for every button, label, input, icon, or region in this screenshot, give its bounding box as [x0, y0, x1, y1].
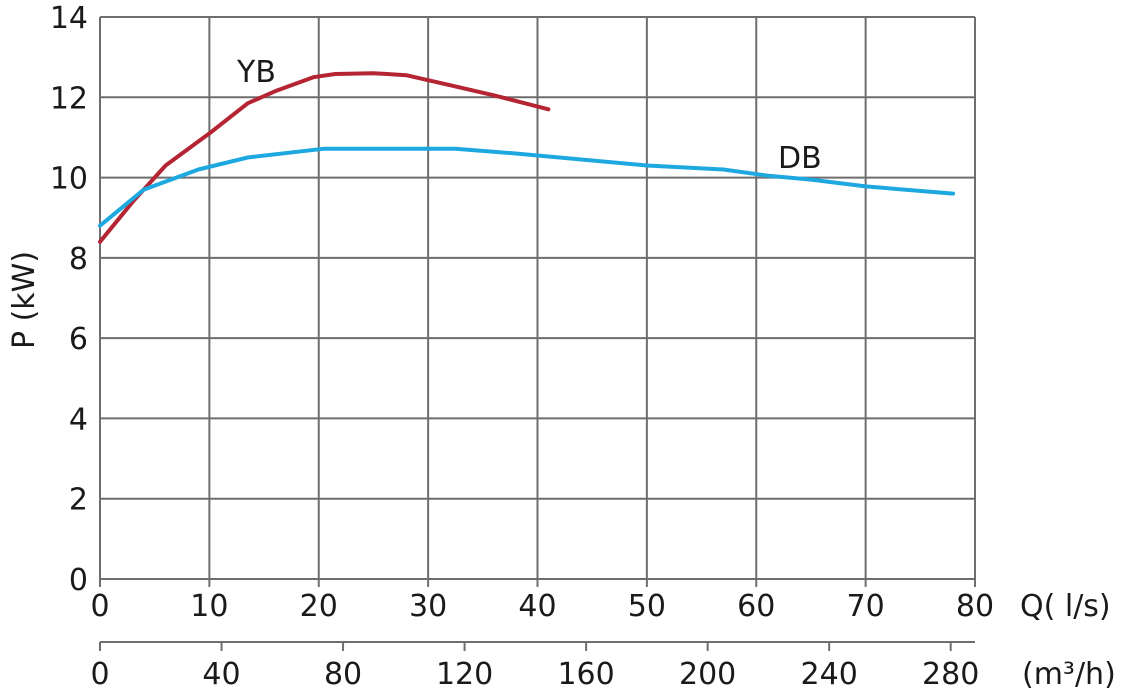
x2-axis-label: (m³/h) — [1022, 657, 1116, 692]
series-line-db — [98, 146, 956, 228]
x-tick-label: 40 — [518, 589, 556, 624]
x-tick-label: 20 — [300, 589, 338, 624]
x-tick-label: 30 — [409, 589, 447, 624]
y-tick-label: 6 — [69, 322, 88, 357]
x-tick-label: 50 — [628, 589, 666, 624]
y-tick-label: 4 — [69, 402, 88, 437]
x2-tick-label: 160 — [557, 657, 614, 692]
x2-tick-label: 200 — [679, 657, 736, 692]
series-lines — [98, 71, 956, 244]
tick-labels: 0 10 20 30 40 50 60 70 80 0 2 4 6 8 10 12 14 0 40 80 120 160 2… — [50, 1, 994, 692]
series-label-yb: YB — [236, 55, 276, 90]
x2-tick-label: 120 — [436, 657, 493, 692]
x-tick-label: 70 — [847, 589, 885, 624]
y-tick-label: 8 — [69, 242, 88, 277]
x-tick-label: 60 — [737, 589, 775, 624]
x2-tick-label: 40 — [202, 657, 240, 692]
y-tick-label: 10 — [50, 162, 88, 197]
grid-lines — [99, 16, 976, 651]
x2-tick-label: 280 — [922, 657, 979, 692]
x-tick-label: 0 — [90, 589, 109, 624]
series-label-db: DB — [778, 141, 822, 176]
y-tick-label: 2 — [69, 483, 88, 518]
y-tick-label: 0 — [69, 563, 88, 598]
x2-tick-label: 240 — [801, 657, 858, 692]
series-line-yb — [98, 71, 551, 244]
x-tick-label: 10 — [190, 589, 228, 624]
x-axis-label: Q( l/s) — [1020, 589, 1111, 624]
x2-tick-label: 0 — [90, 657, 109, 692]
x2-tick-label: 80 — [324, 657, 362, 692]
x-tick-label: 80 — [956, 589, 994, 624]
y-axis-label: P (kW) — [7, 251, 42, 349]
y-tick-label: 12 — [50, 81, 88, 116]
y-tick-label: 14 — [50, 1, 88, 36]
